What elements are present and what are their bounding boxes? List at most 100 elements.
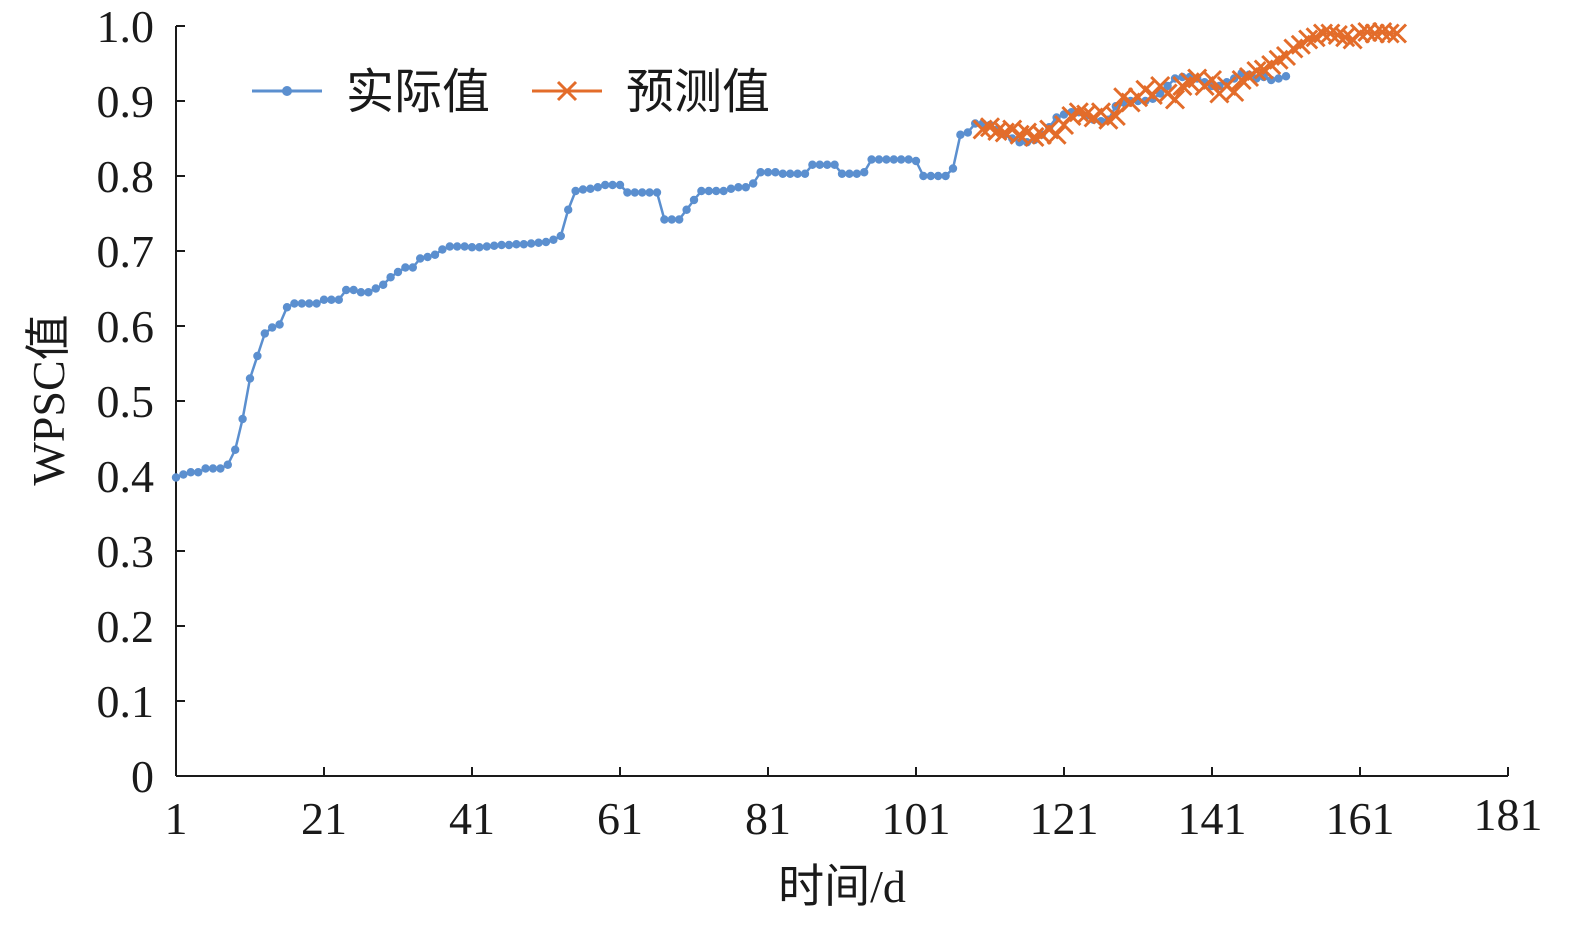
data-point <box>1274 74 1283 83</box>
y-tick-label: 1.0 <box>97 1 155 52</box>
x-tick-label: 121 <box>1030 793 1099 844</box>
data-point <box>342 285 351 295</box>
data-point <box>712 186 721 196</box>
data-point <box>793 169 802 178</box>
data-point <box>1068 102 1089 123</box>
data-point <box>763 168 773 177</box>
data-point <box>845 169 854 178</box>
data-point <box>882 155 891 164</box>
data-point <box>645 188 654 197</box>
data-point <box>564 205 573 214</box>
legend-predicted-marker <box>556 80 578 102</box>
data-point <box>860 168 869 177</box>
data-point <box>1281 72 1291 81</box>
data-point <box>319 295 329 304</box>
data-point <box>749 179 758 188</box>
data-point <box>408 263 417 272</box>
data-point <box>231 445 240 454</box>
data-point <box>171 473 181 482</box>
data-point <box>652 188 662 197</box>
data-point <box>238 414 247 424</box>
data-point <box>334 295 343 304</box>
series-actual <box>171 69 1291 482</box>
y-tick-label: 0.4 <box>97 451 155 502</box>
data-point <box>534 238 543 247</box>
data-point <box>401 263 410 272</box>
data-point <box>349 285 358 295</box>
data-point <box>1364 23 1385 44</box>
data-point <box>808 160 817 169</box>
data-point <box>1164 89 1186 110</box>
data-point <box>726 184 736 193</box>
data-point <box>519 240 528 249</box>
data-point <box>393 267 403 277</box>
data-point <box>823 160 832 169</box>
data-point <box>1335 27 1356 48</box>
data-point <box>830 160 839 169</box>
data-point <box>430 250 440 259</box>
data-point <box>305 299 314 308</box>
data-point <box>371 284 380 293</box>
y-tick-label: 0.9 <box>97 76 155 127</box>
data-point <box>475 243 484 252</box>
data-point <box>911 156 921 166</box>
data-point <box>800 169 810 178</box>
data-point <box>327 295 336 304</box>
data-point <box>704 186 713 196</box>
y-tick-label: 0.8 <box>97 151 155 202</box>
data-point <box>586 184 595 193</box>
data-point <box>497 240 506 250</box>
x-tick-label: 1 <box>165 793 188 844</box>
data-point <box>1320 23 1341 44</box>
data-point <box>897 155 906 164</box>
y-axis-title: WPSC值 <box>23 314 74 485</box>
x-tick-label: 21 <box>301 793 347 844</box>
data-point <box>260 329 269 338</box>
data-point <box>223 460 232 469</box>
x-axis-title: 时间/d <box>778 861 906 912</box>
x-tick-label: 41 <box>449 793 495 844</box>
y-tick-label: 0.2 <box>97 601 155 652</box>
data-point <box>541 237 551 247</box>
data-point <box>889 155 898 164</box>
data-point <box>445 242 454 251</box>
data-point <box>1201 69 1223 91</box>
data-point <box>741 183 750 192</box>
data-point <box>356 288 366 297</box>
x-tick-label: 181 <box>1474 789 1543 840</box>
data-point <box>934 171 943 181</box>
legend-item-actual: 实际值 <box>252 64 490 120</box>
data-point <box>290 299 299 308</box>
y-ticks: 0 0.1 0.2 0.3 0.4 0.5 0.6 0.7 0.8 0.9 1.0 <box>97 1 185 802</box>
data-point <box>379 280 388 289</box>
data-point <box>667 215 676 224</box>
data-point <box>867 155 876 164</box>
plot-area: 00.10.20.30.40.50.60.70.80.91.0 1 21 41 61 8… <box>97 1 1543 844</box>
data-point <box>815 160 824 169</box>
x-tick-label: 61 <box>597 793 643 844</box>
data-point <box>556 231 565 241</box>
series-predicted <box>972 21 1408 148</box>
data-point <box>268 323 277 332</box>
data-point <box>623 188 632 197</box>
data-point <box>490 241 499 250</box>
data-point <box>719 186 728 196</box>
data-point <box>201 464 210 473</box>
y-tick-label: 0.5 <box>97 376 155 427</box>
x-tick-label: 141 <box>1178 793 1247 844</box>
y-tick-label: 0 <box>131 751 154 802</box>
x-ticks: 1 21 41 61 81 101 121 141 161 181 <box>165 767 1543 844</box>
data-point <box>963 128 972 137</box>
data-point <box>549 235 558 244</box>
data-point <box>956 130 965 139</box>
data-point <box>1298 29 1319 50</box>
data-point <box>208 464 218 473</box>
data-point <box>571 186 580 196</box>
data-point <box>460 242 469 251</box>
data-point <box>904 155 913 164</box>
data-point <box>467 243 477 252</box>
data-point <box>778 169 787 178</box>
x-tick-label: 81 <box>745 793 791 844</box>
data-point <box>512 240 521 249</box>
y-tick-label: 0.7 <box>97 226 155 277</box>
